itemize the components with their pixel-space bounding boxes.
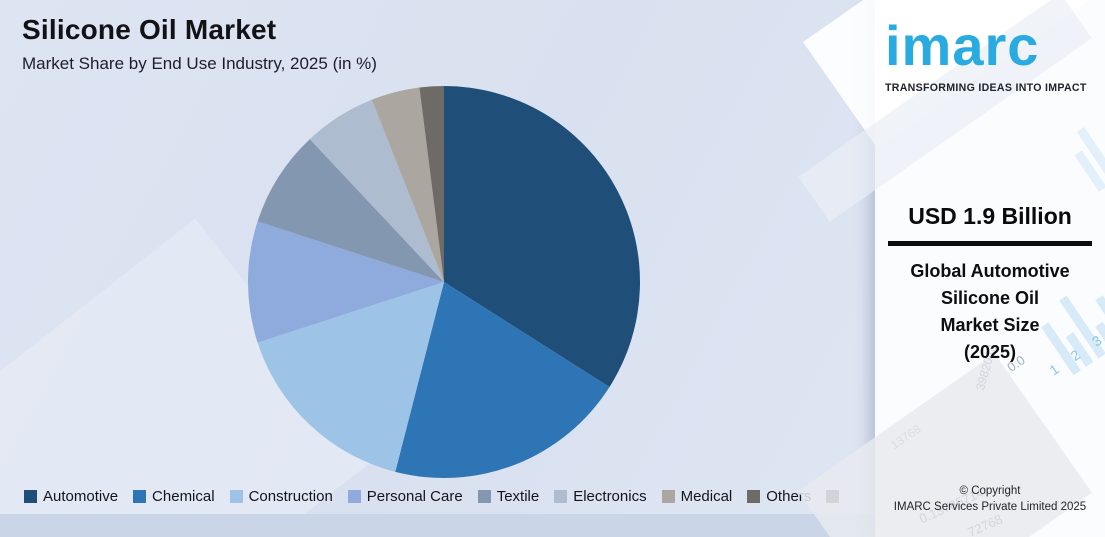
page-title: Silicone Oil Market — [22, 14, 277, 45]
legend-swatch — [554, 490, 568, 503]
market-size-label-line: Global Automotive — [910, 261, 1070, 281]
legend-swatch — [747, 490, 761, 503]
pie-slice-electronics — [309, 99, 444, 282]
pie-chart-wrap — [246, 84, 642, 480]
pie-slice-personal-care — [247, 221, 444, 343]
market-size-label-line: Market Size — [940, 315, 1040, 335]
pie-slice-construction — [257, 282, 444, 472]
chart-header: Silicone Oil Market Market Share by End … — [22, 14, 377, 74]
legend-label: Textile — [496, 488, 540, 505]
legend-label: Medical — [680, 488, 733, 505]
market-size-value: USD 1.9 Billion — [908, 203, 1072, 229]
market-size-block: USD 1.9 Billion Global Automotive Silico… — [875, 203, 1105, 366]
legend-label: Automotive — [43, 488, 119, 505]
legend-swatch — [477, 490, 491, 503]
imarc-logo: imarc — [885, 14, 1040, 77]
bottom-strip — [0, 514, 875, 537]
pie-chart — [247, 86, 641, 478]
legend-swatch — [661, 490, 675, 503]
divider — [888, 241, 1092, 246]
pie-slice-others — [419, 86, 444, 282]
brand-panel: imarc TRANSFORMING IDEAS INTO IMPACT USD… — [797, 0, 1105, 537]
market-size-label-line: Silicone Oil — [940, 288, 1040, 308]
legend-label: Construction — [248, 488, 333, 505]
pie-slice-chemical — [395, 282, 610, 478]
market-size-label-line: (2025) — [963, 342, 1017, 362]
legend-label: Personal Care — [366, 488, 463, 505]
imarc-tagline: TRANSFORMING IDEAS INTO IMPACT — [885, 81, 1087, 94]
imarc-logo-block: imarc TRANSFORMING IDEAS INTO IMPACT — [885, 10, 1087, 94]
market-size-label: Global Automotive Silicone Oil Market Si… — [875, 258, 1105, 366]
legend: Automotive Chemical Construction Personal C… — [24, 488, 870, 505]
pie-slice-automotive — [444, 86, 641, 388]
legend-label: Electronics — [573, 488, 647, 505]
legend-item-electronics: Electronics — [554, 488, 647, 505]
legend-item-medical: Medical — [661, 488, 733, 505]
legend-swatch — [24, 490, 37, 503]
legend-item-personal-care: Personal Care — [347, 488, 463, 505]
legend-item-chemical: Chemical — [133, 488, 215, 505]
legend-swatch — [133, 490, 147, 503]
copyright: © Copyright IMARC Services Private Limit… — [875, 483, 1105, 515]
legend-item-textile: Textile — [477, 488, 540, 505]
legend-item-construction: Construction — [229, 488, 333, 505]
legend-swatch — [347, 490, 361, 503]
pie-slice-textile — [257, 139, 444, 282]
page-subtitle: Market Share by End Use Industry, 2025 (… — [22, 54, 377, 73]
legend-swatch — [229, 490, 243, 503]
watermark-bar-chart — [1064, 110, 1105, 192]
legend-label: Chemical — [152, 488, 215, 505]
pie-slice-medical — [371, 87, 444, 282]
copyright-line2: IMARC Services Private Limited 2025 — [893, 501, 1087, 513]
legend-item-automotive: Automotive — [24, 488, 118, 505]
copyright-line1: © Copyright — [959, 485, 1021, 497]
